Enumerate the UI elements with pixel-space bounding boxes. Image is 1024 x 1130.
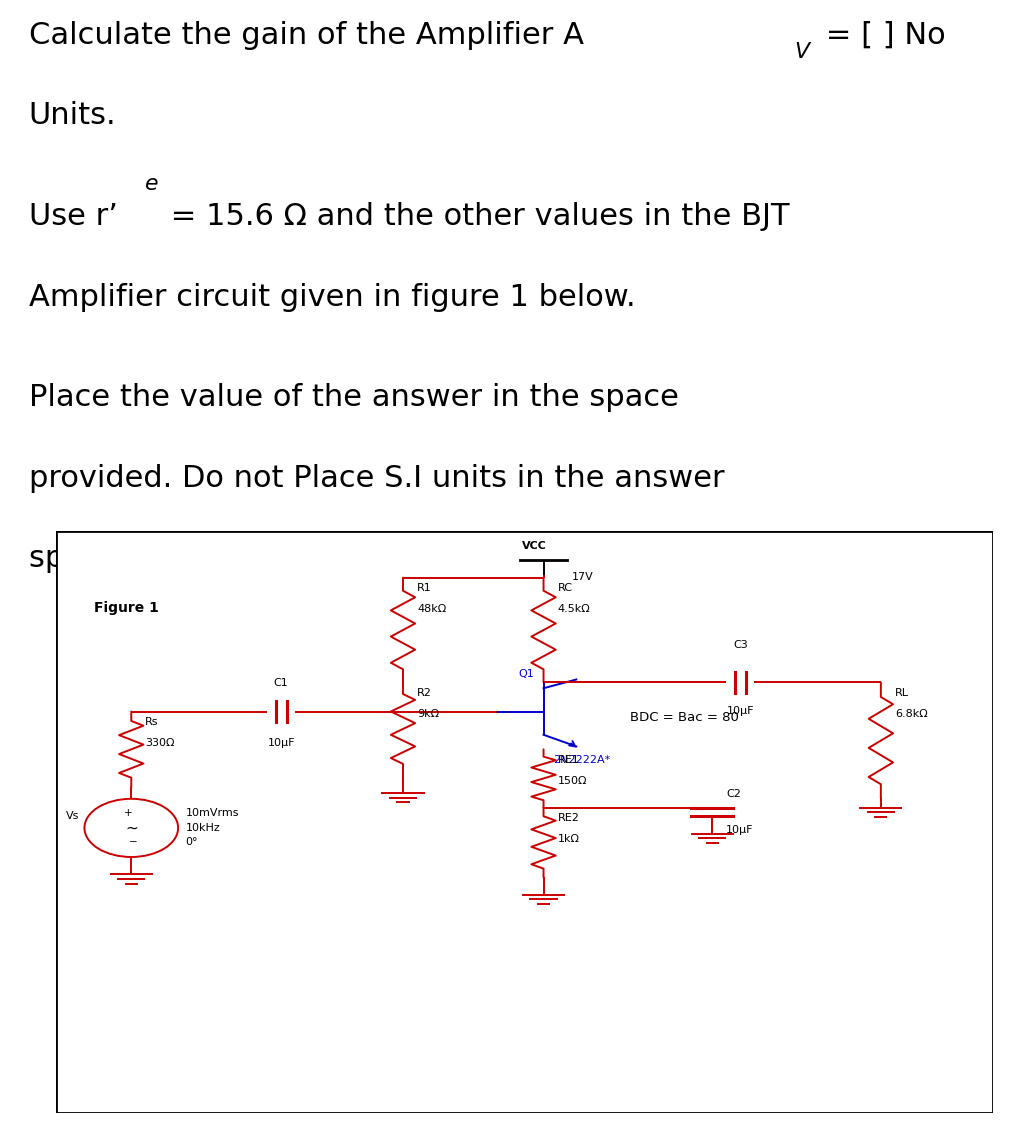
Text: RC: RC [558,583,572,593]
Text: 4.5kΩ: 4.5kΩ [558,603,591,614]
Text: RL: RL [895,688,909,698]
Text: C2: C2 [726,789,741,799]
Text: VCC: VCC [522,541,547,551]
Text: Amplifier circuit given in figure 1 below.: Amplifier circuit given in figure 1 belo… [29,282,635,312]
Text: 1kΩ: 1kΩ [558,834,580,844]
Text: Place the value of the answer in the space: Place the value of the answer in the spa… [29,383,679,412]
Text: 10μF: 10μF [267,738,295,748]
Text: e: e [145,174,159,194]
Text: V: V [795,42,810,61]
Text: Vs: Vs [67,811,80,822]
Text: ~: ~ [125,820,137,835]
Text: RE1: RE1 [558,755,580,765]
Text: 10kHz: 10kHz [185,823,220,833]
Text: 10μF: 10μF [726,825,754,835]
Text: = [ ] No: = [ ] No [816,20,946,50]
Text: 2N2222A*: 2N2222A* [553,755,610,765]
Text: R2: R2 [417,688,432,698]
Text: BDC = Bac = 80: BDC = Bac = 80 [630,711,738,724]
Text: 6.8kΩ: 6.8kΩ [895,709,928,719]
Text: 0°: 0° [185,837,198,848]
Text: Figure 1: Figure 1 [94,601,159,615]
Text: 9kΩ: 9kΩ [417,709,439,719]
Text: +: + [124,808,133,818]
Text: 10μF: 10μF [727,705,754,715]
Text: 17V: 17V [571,572,593,582]
Text: 10mVrms: 10mVrms [185,808,240,818]
Text: Q1: Q1 [518,669,535,679]
Text: = 15.6 Ω and the other values in the BJT: = 15.6 Ω and the other values in the BJT [161,202,790,231]
Text: Calculate the gain of the Amplifier A: Calculate the gain of the Amplifier A [29,20,584,50]
Text: Rs: Rs [145,718,159,728]
Text: R1: R1 [417,583,432,593]
Text: Use r’: Use r’ [29,202,118,231]
Text: RE2: RE2 [558,814,580,824]
Text: 150Ω: 150Ω [558,775,587,785]
Text: provided. Do not Place S.I units in the answer: provided. Do not Place S.I units in the … [29,464,724,493]
Text: 48kΩ: 48kΩ [417,603,446,614]
Text: −: − [129,837,137,848]
Text: C3: C3 [733,641,748,651]
Text: Units.: Units. [29,102,117,130]
Text: space provided.: space provided. [29,545,271,574]
Text: 330Ω: 330Ω [145,738,175,748]
Text: C1: C1 [273,678,289,688]
